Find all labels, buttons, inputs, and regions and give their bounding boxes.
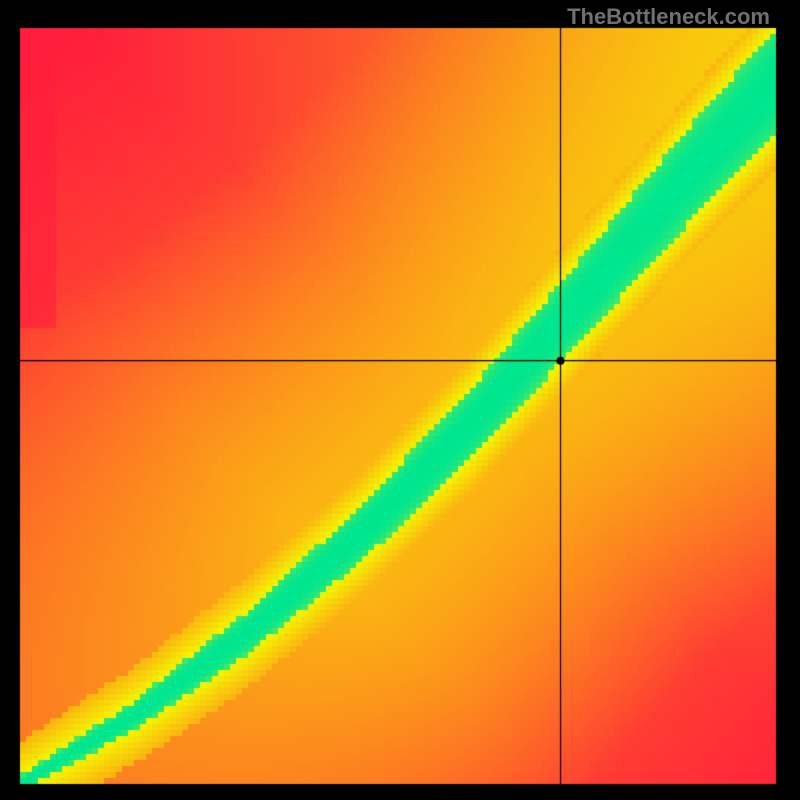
chart-container: { "watermark": "TheBottleneck.com", "can… [0, 0, 800, 800]
watermark-text: TheBottleneck.com [567, 4, 770, 30]
bottleneck-heatmap-canvas [0, 0, 800, 800]
